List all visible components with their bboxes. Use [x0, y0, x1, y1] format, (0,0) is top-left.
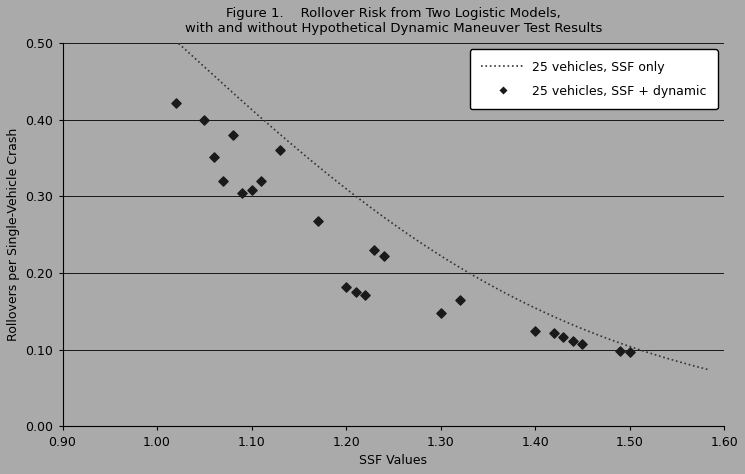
- Legend: 25 vehicles, SSF only, 25 vehicles, SSF + dynamic: 25 vehicles, SSF only, 25 vehicles, SSF …: [469, 49, 718, 109]
- Point: [548, 329, 560, 337]
- Point: [274, 146, 286, 154]
- Point: [369, 246, 381, 254]
- Point: [557, 333, 569, 340]
- Point: [567, 337, 579, 345]
- Point: [434, 309, 446, 317]
- Point: [218, 177, 229, 185]
- Point: [529, 328, 541, 335]
- Point: [624, 348, 635, 356]
- Y-axis label: Rollovers per Single-Vehicle Crash: Rollovers per Single-Vehicle Crash: [7, 128, 20, 341]
- Point: [226, 131, 238, 139]
- Point: [311, 217, 323, 225]
- Point: [208, 153, 220, 160]
- Point: [454, 296, 466, 304]
- Title: Figure 1.    Rollover Risk from Two Logistic Models,
with and without Hypothetic: Figure 1. Rollover Risk from Two Logisti…: [185, 7, 602, 35]
- Point: [349, 289, 361, 296]
- Point: [255, 177, 267, 185]
- Point: [170, 99, 182, 107]
- Point: [236, 189, 248, 196]
- Point: [198, 116, 210, 124]
- Point: [246, 186, 258, 194]
- Point: [614, 347, 626, 355]
- Point: [340, 283, 352, 291]
- Point: [378, 253, 390, 260]
- X-axis label: SSF Values: SSF Values: [359, 454, 428, 467]
- Point: [577, 340, 589, 347]
- Point: [359, 291, 371, 298]
